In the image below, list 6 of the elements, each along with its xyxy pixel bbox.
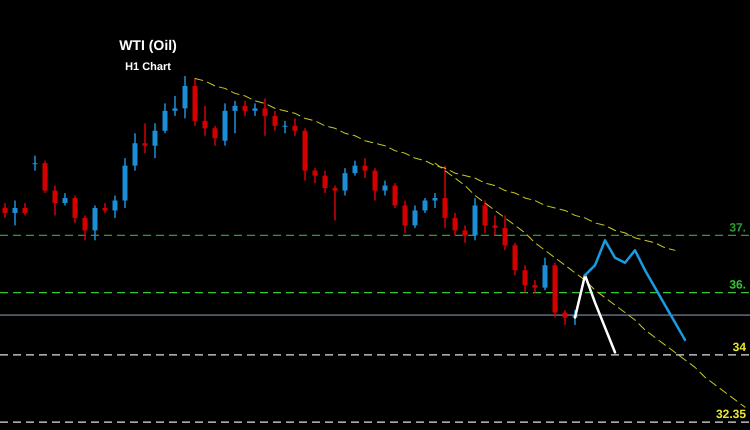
annotation: 37. [729,220,746,234]
annotation: 36. [729,278,746,292]
text: 34 [732,340,746,354]
chart-subtitle: H1 Chart [125,61,172,73]
text: 32.35 [716,407,746,422]
chart-title: WTI (Oil) [119,37,177,53]
